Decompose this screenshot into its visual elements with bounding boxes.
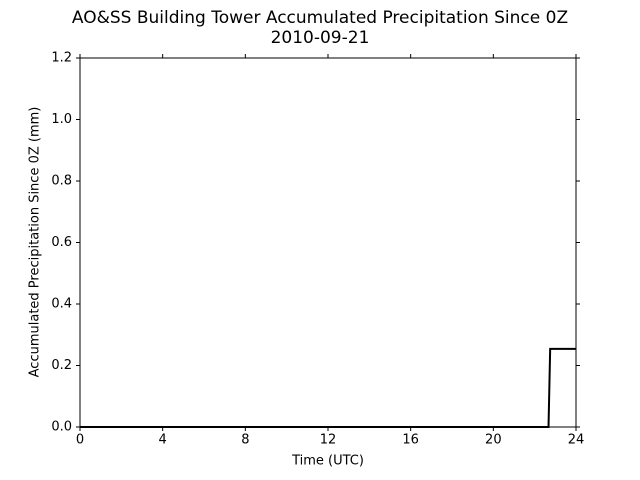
x-tick-label: 4: [159, 433, 167, 448]
x-tick-label: 8: [241, 433, 249, 448]
plot-frame: [79, 57, 577, 428]
x-tick-label: 16: [402, 433, 419, 448]
y-tick-label: 0.2: [51, 358, 72, 373]
x-tick-label: 20: [485, 433, 502, 448]
y-tick-label: 0.6: [51, 235, 72, 250]
y-axis-label: Accumulated Precipitation Since 0Z (mm): [28, 107, 43, 378]
y-tick-label: 0.4: [51, 297, 72, 312]
y-tick-label: 0.0: [51, 420, 72, 435]
line: [80, 347, 576, 428]
chart-subtitle: 2010-09-21: [271, 28, 370, 48]
x-tick-label: 24: [568, 433, 585, 448]
x-tick-label: 0: [76, 433, 84, 448]
x-tick-label: 12: [320, 433, 337, 448]
chart-title: AO&SS Building Tower Accumulated Precipi…: [72, 8, 568, 28]
y-tick-label: 1.2: [51, 51, 72, 66]
x-axis-label: Time (UTC): [291, 454, 364, 469]
y-tick-label: 1.0: [51, 112, 72, 127]
y-tick-label: 0.8: [51, 174, 72, 189]
